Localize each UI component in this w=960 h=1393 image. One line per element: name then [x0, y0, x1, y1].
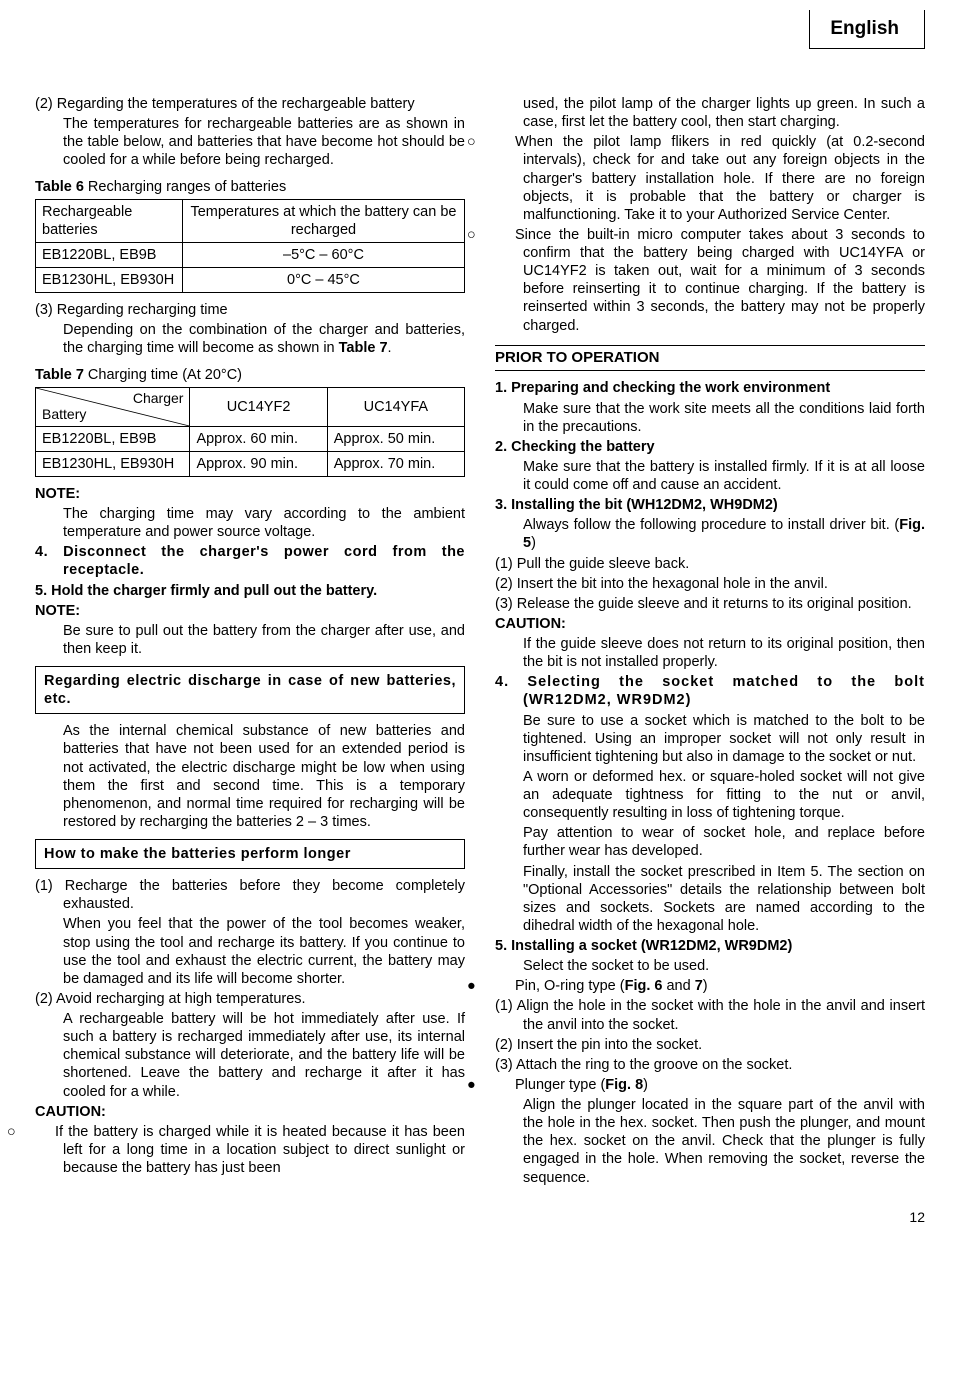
longer-2a: (2) Avoid recharging at high temperature…: [35, 990, 465, 1008]
item-1-body: Make sure that the work site meets all t…: [495, 400, 925, 436]
section-3-body: Depending on the combination of the char…: [35, 321, 465, 357]
note1-body: The charging time may vary according to …: [35, 505, 465, 541]
item-5-plunger-body: Align the plunger located in the square …: [495, 1096, 925, 1187]
caution2-body: If the guide sleeve does not return to i…: [495, 635, 925, 671]
content-columns: (2) Regarding the temperatures of the re…: [35, 95, 925, 1189]
item-2-title: 2. Checking the battery: [495, 438, 925, 456]
box-discharge-body: As the internal chemical substance of ne…: [35, 722, 465, 831]
t6-r1c1: EB1220BL, EB9B: [36, 242, 183, 267]
item-3-body: Always follow the following procedure to…: [495, 516, 925, 552]
table-6: Rechargeable batteries Temperatures at w…: [35, 199, 465, 294]
note2-body: Be sure to pull out the battery from the…: [35, 622, 465, 658]
page-number: 12: [35, 1209, 925, 1225]
item-1-title: 1. Preparing and checking the work envir…: [495, 379, 925, 397]
cont-1: used, the pilot lamp of the charger ligh…: [495, 95, 925, 131]
item-5-3: (3) Attach the ring to the groove on the…: [495, 1056, 925, 1074]
table7-caption: Table 7 Charging time (At 20°C): [35, 366, 465, 384]
item-5-1: (1) Align the hole in the socket with th…: [495, 997, 925, 1033]
item-3-1: (1) Pull the guide sleeve back.: [495, 555, 925, 573]
item-3-title: 3. Installing the bit (WH12DM2, WH9DM2): [495, 496, 925, 514]
item-3-2: (2) Insert the bit into the hexagonal ho…: [495, 575, 925, 593]
cont-2: ○When the pilot lamp flikers in red quic…: [495, 133, 925, 224]
t7-h2: UC14YF2: [190, 387, 327, 426]
item-4-b2: A worn or deformed hex. or square-holed …: [495, 768, 925, 822]
item-4-b1: Be sure to use a socket which is matched…: [495, 712, 925, 766]
longer-1a: (1) Recharge the batteries before they b…: [35, 877, 465, 913]
item-5-2: (2) Insert the pin into the socket.: [495, 1036, 925, 1054]
item-5-title: 5. Installing a socket (WR12DM2, WR9DM2): [495, 937, 925, 955]
note2-label: NOTE:: [35, 602, 465, 620]
longer-2b: A rechargeable battery will be hot immed…: [35, 1010, 465, 1101]
item-4-b3: Pay attention to wear of socket hole, an…: [495, 824, 925, 860]
t6-r1c2: –5°C – 60°C: [182, 242, 464, 267]
section-2-title: (2) Regarding the temperatures of the re…: [35, 95, 465, 113]
item-4-b4: Finally, install the socket prescribed i…: [495, 863, 925, 936]
right-column: used, the pilot lamp of the charger ligh…: [495, 95, 925, 1189]
t6-r2c2: 0°C – 45°C: [182, 268, 464, 293]
item-5-body: Select the socket to be used.: [495, 957, 925, 975]
left-column: (2) Regarding the temperatures of the re…: [35, 95, 465, 1189]
t7-r1c2: Approx. 60 min.: [190, 426, 327, 451]
prior-to-operation-heading: PRIOR TO OPERATION: [495, 345, 925, 372]
language-header: English: [809, 10, 925, 49]
t6-r2c1: EB1230HL, EB930H: [36, 268, 183, 293]
table6-caption: Table 6 Table 6 Recharging ranges of bat…: [35, 178, 465, 196]
longer-1b: When you feel that the power of the tool…: [35, 915, 465, 988]
item-4-title: 4. Selecting the socket matched to the b…: [495, 673, 925, 709]
cont-3: ○Since the built-in micro computer takes…: [495, 226, 925, 335]
caution-body: ○If the battery is charged while it is h…: [35, 1123, 465, 1177]
box-longer: How to make the batteries perform longer: [35, 839, 465, 869]
item-5-plunger: ●Plunger type (Fig. 8): [495, 1076, 925, 1094]
t6-header-2: Temperatures at which the battery can be…: [182, 199, 464, 242]
t7-diag: Charger Battery: [36, 387, 190, 426]
item-5-pin: ●Pin, O-ring type (Fig. 6 and 7): [495, 977, 925, 995]
t7-r1c1: EB1220BL, EB9B: [36, 426, 190, 451]
section-3-title: (3) Regarding recharging time: [35, 301, 465, 319]
note1-label: NOTE:: [35, 485, 465, 503]
t7-r2c1: EB1230HL, EB930H: [36, 451, 190, 476]
step-5: 5. Hold the charger firmly and pull out …: [35, 582, 465, 600]
t7-r2c3: Approx. 70 min.: [327, 451, 464, 476]
t7-r2c2: Approx. 90 min.: [190, 451, 327, 476]
section-2-body: The temperatures for rechargeable batter…: [35, 115, 465, 169]
box-discharge: Regarding electric discharge in case of …: [35, 666, 465, 714]
table-7: Charger Battery UC14YF2 UC14YFA EB1220BL…: [35, 387, 465, 477]
item-3-3: (3) Release the guide sleeve and it retu…: [495, 595, 925, 613]
t7-h3: UC14YFA: [327, 387, 464, 426]
t6-header-1: Rechargeable batteries: [36, 199, 183, 242]
step-4: 4. Disconnect the charger's power cord f…: [35, 543, 465, 579]
caution-label: CAUTION:: [35, 1103, 465, 1121]
t7-r1c3: Approx. 50 min.: [327, 426, 464, 451]
caution2-label: CAUTION:: [495, 615, 925, 633]
item-2-body: Make sure that the battery is installed …: [495, 458, 925, 494]
